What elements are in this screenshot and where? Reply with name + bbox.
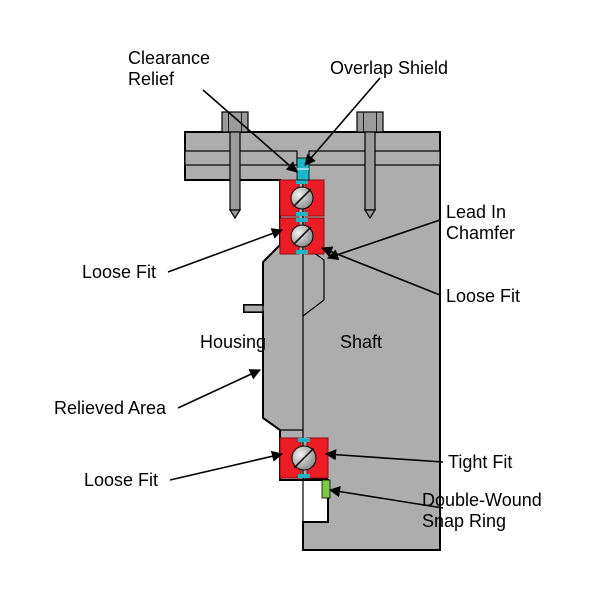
- label-overlap-shield: Overlap Shield: [330, 58, 448, 79]
- bearing-lower-shield-bottom: [298, 474, 310, 478]
- label-loose-fit-upper-left: Loose Fit: [82, 262, 156, 283]
- label-lead-in-chamfer: Lead InChamfer: [446, 202, 515, 243]
- snap-ring: [322, 480, 330, 498]
- label-clearance-relief: ClearanceRelief: [128, 48, 210, 89]
- label-loose-fit-upper-right: Loose Fit: [446, 286, 520, 307]
- label-loose-fit-lower-left: Loose Fit: [84, 470, 158, 491]
- leader-relieved_area: [178, 370, 260, 408]
- label-housing: Housing: [200, 332, 266, 353]
- bearing-upper-top-shield-top: [296, 180, 308, 184]
- relieved-notch: [244, 305, 263, 312]
- bearing-upper-top-shield-bottom: [296, 212, 308, 216]
- label-relieved-area: Relieved Area: [54, 398, 166, 419]
- leader-loose_fit_ll: [170, 454, 282, 480]
- bearing-upper-bottom-shield-top: [296, 218, 308, 222]
- label-tight-fit: Tight Fit: [448, 452, 512, 473]
- label-double-wound-snap-ring: Double-WoundSnap Ring: [422, 490, 542, 531]
- bearing-lower-shield-top: [298, 438, 310, 442]
- bearing-upper-bottom-shield-bottom: [296, 250, 308, 254]
- label-shaft: Shaft: [340, 332, 382, 353]
